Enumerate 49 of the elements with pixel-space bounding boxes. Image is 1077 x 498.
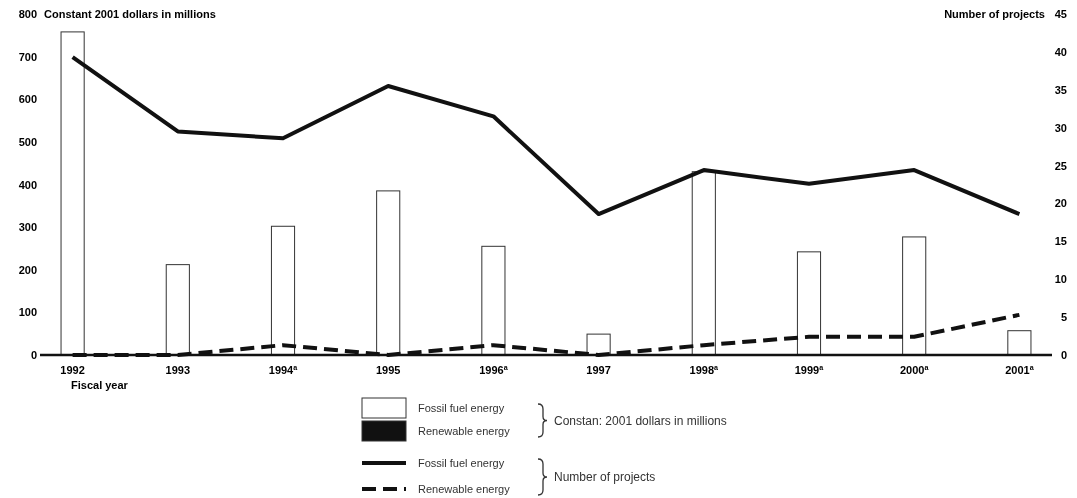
y-tick-label: 100 (18, 306, 37, 319)
x-tick-label: 1995 (375, 364, 401, 376)
y2-tick-label: 30 (1054, 121, 1067, 134)
bar (691, 171, 716, 356)
y-tick-label: 600 (18, 93, 37, 106)
bar (165, 264, 190, 356)
legend-label: Renewable energy (418, 425, 511, 437)
legend-label: Fossil fuel energy (418, 457, 505, 469)
y-axis-title: Constant 2001 dollars in millions (44, 8, 216, 20)
text: Number of projects (554, 470, 656, 484)
bar (270, 225, 296, 356)
text: Constan: 2001 dollars in millions (554, 413, 727, 428)
y-tick-label: 800 (18, 8, 37, 20)
y2-tick-label: 10 (1054, 273, 1067, 286)
bar (481, 245, 506, 356)
bar (1007, 330, 1032, 356)
y-tick-label: 400 (18, 178, 37, 191)
bar (376, 190, 401, 356)
x-tick-label: 1996$^{a}$ (479, 364, 509, 376)
y2-tick-label: 40 (1054, 45, 1067, 58)
y2-tick-label: 15 (1054, 235, 1067, 248)
y-tick-label: 500 (18, 135, 37, 148)
y2-tick-label: 25 (1054, 159, 1067, 172)
x-tick-label: 1999$^{a}$ (794, 364, 825, 376)
x-tick-label: 1997 (586, 364, 611, 376)
y-tick-label: 200 (18, 263, 37, 276)
bar (586, 333, 611, 356)
y2-tick-label: 0 (1060, 349, 1067, 361)
y2-tick-label: 5 (1060, 311, 1067, 324)
x-tick-label: 1992 (60, 364, 85, 376)
legend-label: Fossil fuel energy (418, 402, 505, 414)
x-tick-label: 1994$^{a}$ (268, 364, 299, 376)
y-tick-label: 700 (18, 50, 37, 63)
x-tick-label: 1993 (165, 364, 191, 376)
y-tick-label: 300 (18, 221, 37, 234)
x-tick-label: 2001$^{a}$ (1005, 364, 1035, 376)
y2-tick-label: 45 (1054, 8, 1067, 20)
x-tick-label: 1998$^{a}$ (689, 364, 720, 376)
legend-label: Renewable energy (418, 483, 511, 495)
y2-tick-label: 35 (1054, 83, 1067, 96)
x-axis-title: Fiscal year (71, 379, 129, 391)
y2-tick-label: 20 (1054, 197, 1067, 210)
bar (902, 236, 927, 356)
bar (796, 251, 822, 356)
y-tick-label: 0 (30, 349, 37, 361)
y2-axis-title: Number of projects (944, 8, 1045, 20)
x-tick-label: 2000$^{a}$ (899, 364, 930, 376)
bar (60, 31, 85, 356)
line-series (70, 55, 1022, 217)
